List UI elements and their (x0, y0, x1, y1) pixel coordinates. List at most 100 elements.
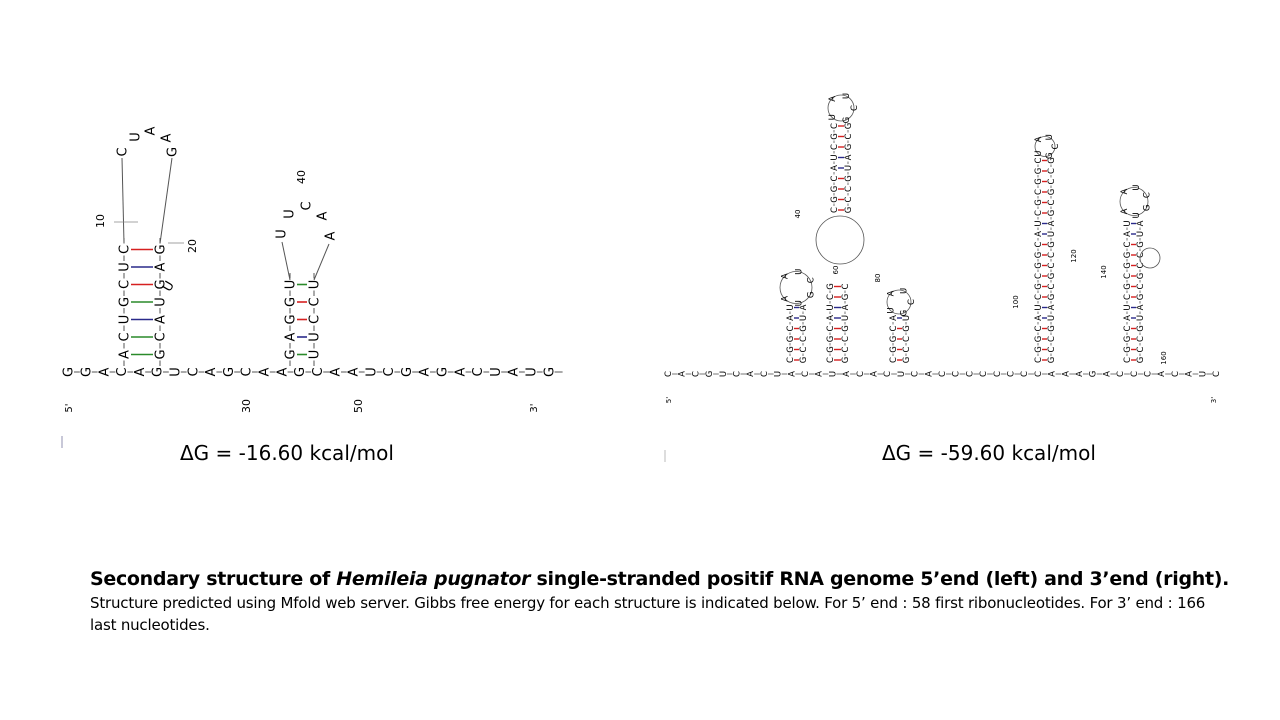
nucleotide: C (186, 367, 201, 376)
nucleotide: C (311, 367, 326, 376)
nucleotide: G (1047, 273, 1057, 280)
nucleotide: C (1123, 294, 1133, 300)
nucleotide: C (1136, 283, 1146, 289)
nucleotide: G (1136, 325, 1146, 332)
backbone-segment (281, 241, 291, 281)
nucleotide: A (204, 367, 219, 376)
nucleotide: U (1136, 315, 1146, 321)
backbone-segment (121, 157, 125, 244)
nucleotide: U (786, 304, 796, 310)
nucleotide: G (786, 336, 796, 343)
nucleotide: A (1047, 304, 1057, 310)
nucleotide: G (1034, 262, 1044, 269)
nucleotide: A (144, 126, 159, 135)
nucleotide: C (1034, 210, 1044, 216)
nucleotide: U (1132, 212, 1142, 218)
nucleotide: C (1047, 178, 1057, 184)
nucleotide: C (826, 294, 836, 300)
nucleotide: G (799, 357, 809, 364)
hairpin-loop (1119, 187, 1149, 216)
caption-title-suffix: single-stranded positif RNA genome 5’end… (530, 568, 1230, 590)
nucleotide: G (154, 244, 169, 254)
nucleotide: U (284, 280, 299, 290)
nucleotide: U (826, 304, 836, 310)
nucleotide: U (1045, 134, 1055, 140)
nucleotide: U (900, 288, 910, 294)
nucleotide: G (62, 367, 77, 377)
nucleotide: A (1034, 231, 1044, 237)
nucleotide: G (1034, 199, 1044, 206)
nucleotide: U (308, 332, 323, 342)
nucleotide: A (154, 315, 169, 324)
nucleotide: C (844, 196, 854, 202)
nucleotide: U (1123, 304, 1133, 310)
nucleotide: C (1123, 273, 1133, 279)
nucleotide: C (902, 336, 912, 342)
nucleotide: G (1123, 336, 1133, 343)
nucleotide: U (1132, 185, 1142, 191)
nucleotide: G (844, 207, 854, 214)
nucleotide: C (1047, 346, 1057, 352)
nucleotide: C (1047, 168, 1057, 174)
nucleotide: C (1034, 189, 1044, 195)
nucleotide: C (902, 346, 912, 352)
nucleotide: A (1034, 315, 1044, 321)
nucleotide: C (691, 371, 701, 377)
position-label: 120 (1070, 249, 1078, 262)
nucleotide: U (795, 300, 805, 306)
scan-artifact (61, 436, 63, 448)
nucleotide: C (471, 367, 486, 376)
nucleotide: C (907, 299, 917, 305)
nucleotide: C (118, 332, 133, 341)
nucleotide: C (979, 371, 989, 377)
three-prime-label: 3' (529, 403, 540, 412)
five-prime-label: 5' (665, 397, 673, 403)
nucleotide: U (308, 350, 323, 360)
nucleotide: C (1136, 346, 1146, 352)
nucleotide: C (826, 325, 836, 331)
nucleotide: G (166, 147, 181, 157)
nucleotide: U (828, 114, 838, 120)
nucleotide: G (830, 186, 840, 193)
nucleotide: G (79, 367, 94, 377)
nucleotide: U (795, 269, 805, 275)
nucleotide: A (830, 165, 840, 171)
nucleotide: C (889, 325, 899, 331)
nucleotide: A (841, 304, 851, 310)
nucleotide: U (902, 315, 912, 321)
nucleotide: G (1136, 273, 1146, 280)
nucleotide: G (1034, 178, 1044, 185)
nucleotide: G (830, 133, 840, 140)
nucleotide: U (524, 367, 539, 377)
nucleotide: C (1143, 192, 1153, 198)
nucleotide: U (719, 371, 729, 377)
nucleotide: A (889, 315, 899, 321)
nucleotide: C (786, 325, 796, 331)
nucleotide: U (774, 371, 784, 377)
nucleotide: G (1047, 189, 1057, 196)
nucleotide: A (507, 367, 522, 376)
nucleotide: A (1061, 371, 1071, 377)
nucleotide: C (850, 105, 860, 111)
nucleotide: U (841, 315, 851, 321)
nucleotide: A (97, 367, 112, 376)
delta-g-3-end: ΔG = -59.60 kcal/mol (882, 441, 1096, 465)
nucleotide: A (842, 371, 852, 377)
three-prime-label: 3' (1210, 397, 1218, 403)
nucleotide: C (806, 277, 816, 283)
nucleotide: C (760, 371, 770, 377)
nucleotide: C (1116, 371, 1126, 377)
nucleotide: A (346, 367, 361, 376)
nucleotide: G (1047, 357, 1057, 364)
nucleotide: G (1045, 152, 1055, 159)
nucleotide: G (826, 283, 836, 290)
hairpin-loop (886, 289, 912, 315)
nucleotide: A (1120, 189, 1130, 195)
nucleotide: G (1143, 205, 1153, 212)
nucleotide: G (1123, 283, 1133, 290)
nucleotide: G (1047, 210, 1057, 217)
nucleotide: A (799, 304, 809, 310)
nucleotide: A (418, 367, 433, 376)
nucleotide: G (841, 294, 851, 301)
